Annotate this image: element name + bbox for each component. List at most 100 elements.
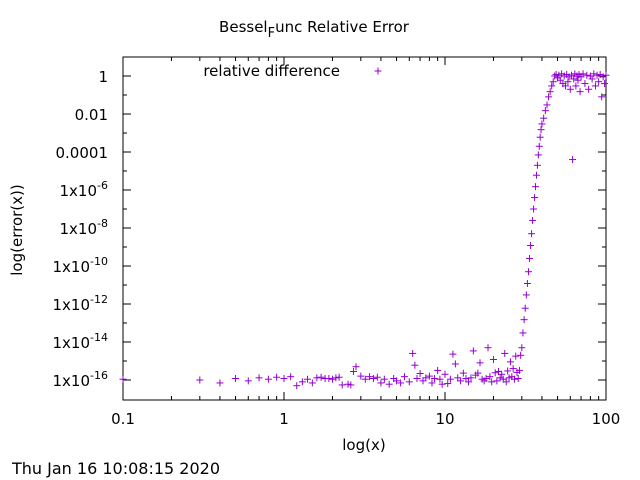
data-point	[498, 370, 506, 378]
data-point	[370, 374, 378, 382]
data-point	[196, 376, 204, 384]
data-point	[591, 82, 599, 90]
data-point	[517, 351, 525, 359]
y-tick-label: 1x10-8	[60, 217, 108, 238]
data-point	[425, 372, 433, 380]
y-tick-label: 1x10-6	[60, 179, 108, 200]
data-point	[521, 304, 529, 312]
data-point	[488, 378, 496, 386]
data-point	[338, 381, 346, 389]
data-point	[441, 370, 449, 378]
data-point	[519, 329, 527, 337]
data-point	[515, 366, 523, 374]
data-point	[602, 71, 610, 79]
data-point	[434, 366, 442, 374]
data-point	[349, 368, 357, 376]
data-point	[502, 378, 510, 386]
legend: relative difference	[203, 62, 382, 80]
title-part-2: F	[268, 26, 275, 41]
data-point	[304, 375, 312, 383]
data-point	[520, 316, 528, 324]
data-point	[509, 365, 517, 373]
data-point	[532, 183, 540, 191]
data-point	[536, 133, 544, 141]
legend-marker-plus	[374, 67, 382, 75]
data-point	[430, 374, 438, 382]
data-point	[590, 70, 598, 78]
data-point	[504, 367, 512, 375]
data-point	[361, 375, 369, 383]
data-point	[548, 82, 556, 90]
data-point	[546, 88, 554, 96]
data-point	[393, 377, 401, 385]
data-point	[474, 369, 482, 377]
data-point	[335, 373, 343, 381]
data-point	[377, 379, 385, 387]
data-point	[493, 377, 501, 385]
data-point	[549, 78, 557, 86]
data-point	[459, 369, 467, 377]
data-point	[467, 374, 475, 382]
data-point	[564, 78, 572, 86]
data-point	[543, 101, 551, 109]
data-point	[583, 71, 591, 79]
data-point	[325, 374, 333, 382]
chart-title: BesselFunc Relative Error	[219, 18, 410, 41]
x-tick-label: 100	[592, 410, 621, 428]
data-point	[532, 171, 540, 179]
data-point	[561, 82, 569, 90]
data-point	[413, 374, 421, 382]
data-point	[397, 379, 405, 387]
data-point	[588, 75, 596, 83]
data-point	[518, 344, 526, 352]
data-point	[313, 374, 321, 382]
data-point	[287, 373, 295, 381]
data-point	[595, 78, 603, 86]
data-point	[533, 161, 541, 169]
data-point	[366, 373, 374, 381]
data-point	[454, 374, 462, 382]
data-point	[489, 355, 497, 363]
legend-marker	[374, 67, 382, 75]
data-point	[491, 369, 499, 377]
data-point	[572, 82, 580, 90]
data-point	[416, 369, 424, 377]
plot-frame	[122, 56, 607, 401]
data-point	[438, 380, 446, 388]
y-tick-label: 1x10-12	[53, 293, 108, 314]
data-point	[119, 375, 127, 383]
data-point	[484, 344, 492, 352]
data-point	[380, 375, 388, 383]
data-point	[506, 358, 514, 366]
title-part-3: unc Relative Error	[275, 18, 410, 36]
data-point	[293, 382, 301, 390]
data-point	[444, 380, 452, 388]
data-point	[373, 373, 381, 381]
data-point	[567, 71, 575, 79]
data-points	[119, 70, 610, 390]
x-tick-label: 0.1	[111, 410, 135, 428]
y-tick-label: 0.0001	[56, 144, 109, 162]
y-tick-label: 0.01	[75, 106, 108, 124]
data-point	[332, 374, 340, 382]
data-point	[405, 378, 413, 386]
axis-ticks: 0.1 1 10 100 1x10-16 1x10-14 1x10-12 1x10-10 1x1…	[53, 57, 621, 428]
data-point	[352, 363, 360, 371]
y-tick-label: 1x10-14	[53, 331, 108, 352]
data-point	[411, 361, 419, 369]
data-point	[545, 93, 553, 101]
data-point	[428, 379, 436, 387]
data-point	[273, 373, 281, 381]
data-point	[570, 75, 578, 83]
y-tick-label: 1x10-16	[53, 369, 108, 390]
data-point	[482, 374, 490, 382]
data-point	[255, 374, 263, 382]
data-point	[298, 378, 306, 386]
data-point	[409, 349, 417, 357]
data-point	[400, 373, 408, 381]
data-point	[540, 114, 548, 122]
data-point	[598, 93, 606, 101]
data-point	[576, 88, 584, 96]
timestamp: Thu Jan 16 10:08:15 2020	[12, 459, 220, 478]
data-point	[216, 379, 224, 387]
